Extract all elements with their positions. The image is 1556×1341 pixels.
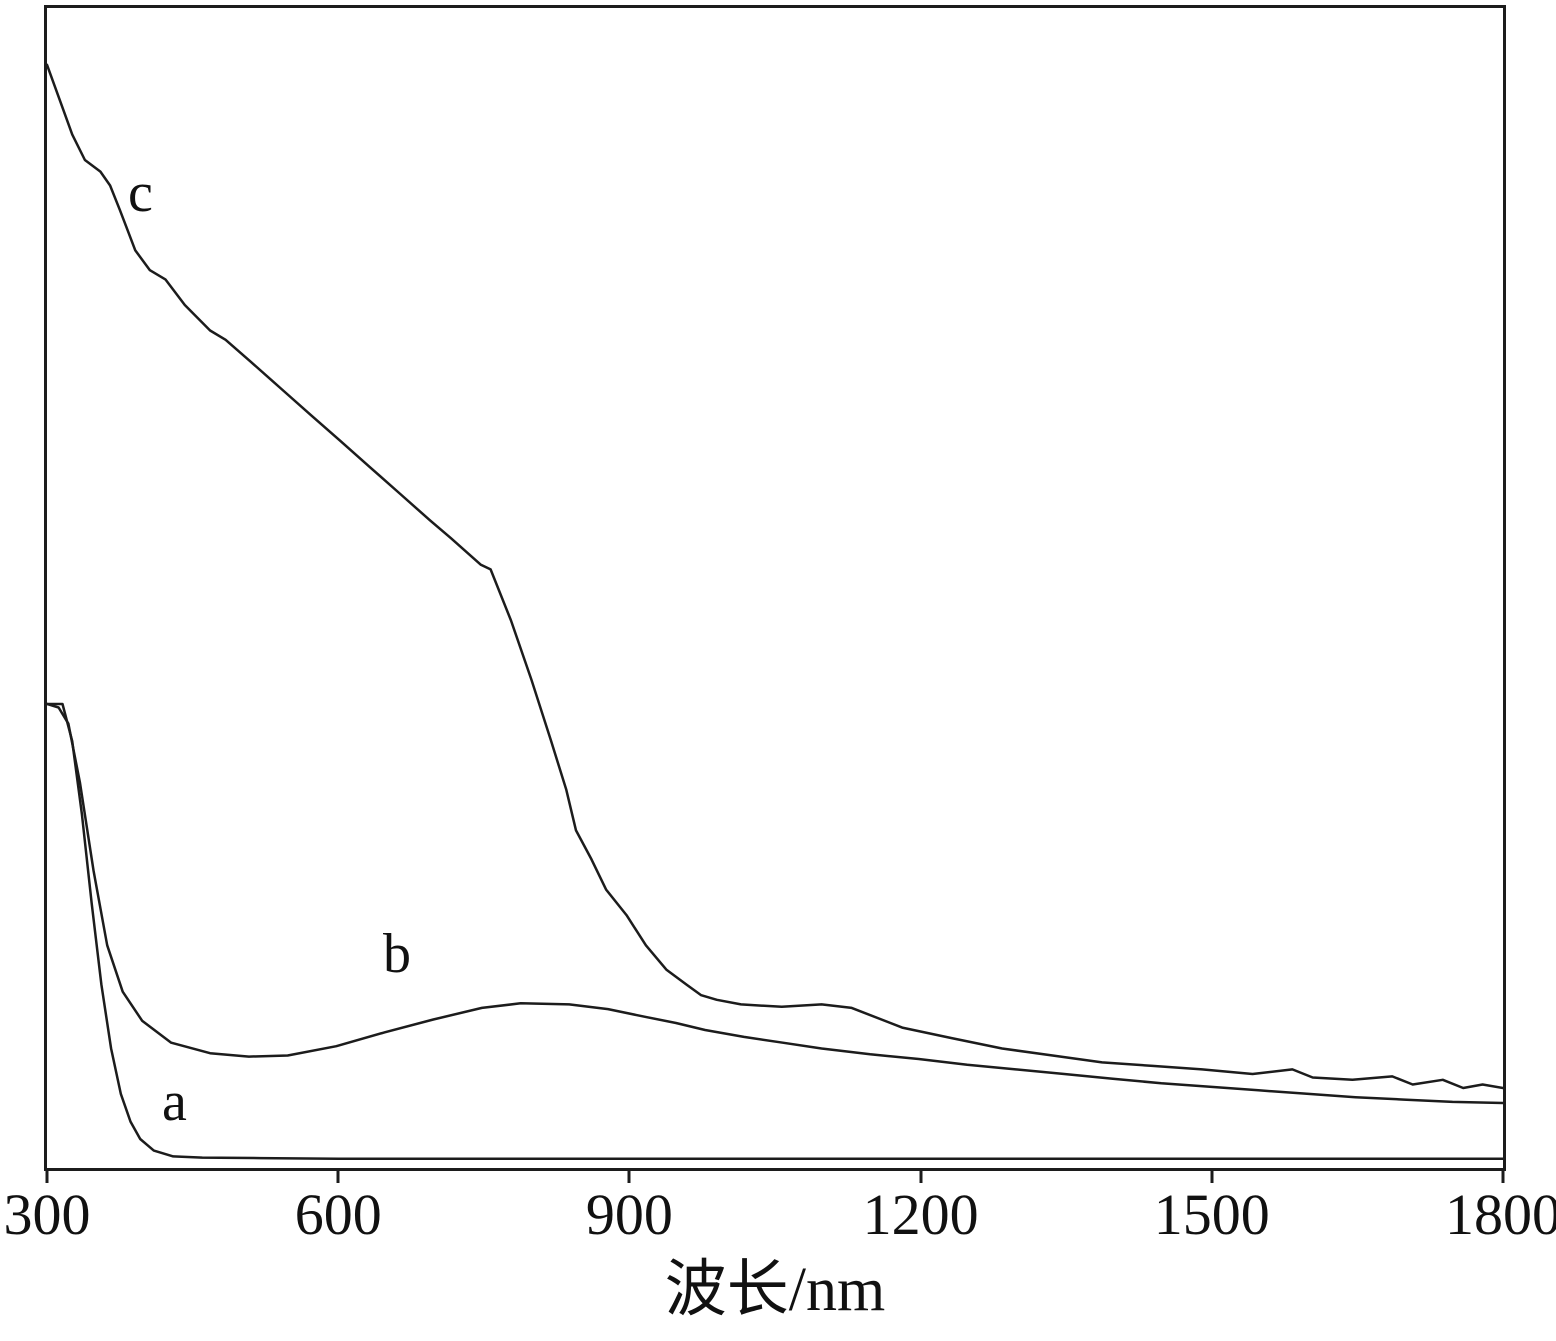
x-tick-label-900: 900 [585, 1182, 673, 1247]
x-tick-label-1200: 1200 [862, 1182, 979, 1247]
plot-area [44, 5, 1506, 1171]
curve-b [47, 704, 1503, 1103]
curve-c [47, 65, 1503, 1088]
curve-a [47, 704, 1503, 1159]
x-tick-label-300: 300 [3, 1182, 91, 1247]
x-tick-label-1500: 1500 [1153, 1182, 1270, 1247]
x-tick-label-1800: 1800 [1445, 1182, 1556, 1247]
x-tick-label-600: 600 [294, 1182, 382, 1247]
plot-area-svg [47, 8, 1503, 1168]
x-axis-title: 波长/nm [664, 1256, 886, 1324]
